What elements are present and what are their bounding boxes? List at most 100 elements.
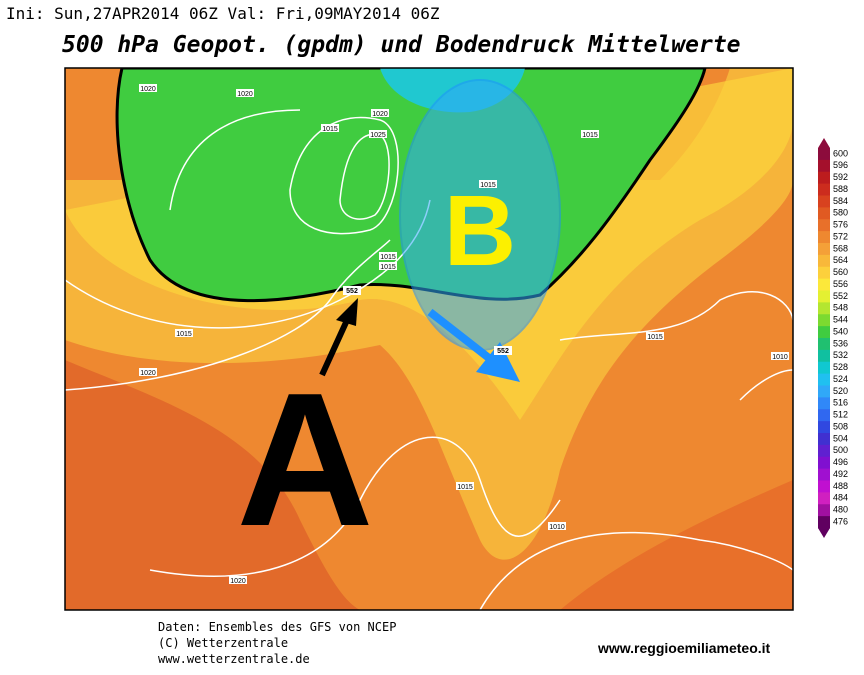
isobar-label: 1020 <box>140 86 156 93</box>
colorbar-label: 528 <box>833 362 848 372</box>
isobar-label-bg <box>379 252 397 260</box>
arrow-head <box>476 342 520 382</box>
colorbar-label: 580 <box>833 208 848 218</box>
colorbar-cell <box>818 231 830 244</box>
colorbar-cell <box>818 207 830 220</box>
footer-line: www.wetterzentrale.de <box>158 652 310 666</box>
isobar-label: 1015 <box>647 334 663 341</box>
isobar-label-bg <box>548 522 566 530</box>
colorbar-cell <box>818 148 830 161</box>
colorbar-cell <box>818 373 830 386</box>
colorbar-label: 568 <box>833 243 848 253</box>
isobar-label-bg <box>139 368 157 376</box>
isobar-label: 1015 <box>380 254 396 261</box>
arrow <box>427 308 497 366</box>
footer-line: Daten: Ensembles des GFS von NCEP <box>158 620 396 634</box>
isobar-label: 1015 <box>582 132 598 139</box>
colorbar-label: 548 <box>833 303 848 313</box>
map-frame <box>64 67 794 611</box>
isobar-label-bg <box>139 84 157 92</box>
isobar-label-bg <box>379 262 397 270</box>
isobar-label: 1010 <box>549 524 565 531</box>
colorbar-label: 588 <box>833 184 848 194</box>
colorbar-cap <box>818 138 830 148</box>
isobar-label-bg <box>321 124 339 132</box>
colorbar-cell <box>818 433 830 446</box>
isobar-label: 1020 <box>140 370 156 377</box>
colorbar-label: 572 <box>833 231 848 241</box>
contour-label: 552 <box>346 288 358 295</box>
isobar-label: 1020 <box>372 111 388 118</box>
colorbar-cell <box>818 171 830 185</box>
isobar-label-bg <box>236 89 254 97</box>
colorbar-label: 496 <box>833 457 848 467</box>
isobar-label-bg <box>581 130 599 138</box>
colorbar-cell <box>818 349 830 363</box>
isobar-label: 1015 <box>176 331 192 338</box>
colorbar-cell <box>818 266 830 280</box>
colorbar-label: 536 <box>833 338 848 348</box>
isobar-label: 1015 <box>380 264 396 271</box>
colorbar-label: 552 <box>833 291 848 301</box>
isobar-label: 1020 <box>230 578 246 585</box>
colorbar-label: 492 <box>833 469 848 479</box>
colorbar-cell <box>818 278 830 291</box>
map: B A 1020 1020 1020 1025 1015 1015 1015 1015 1015… <box>65 68 793 610</box>
colorbar-label: 560 <box>833 267 848 277</box>
init-line: Ini: Sun,27APR2014 06Z Val: Fri,09MAY201… <box>6 4 440 23</box>
colorbar-label: 564 <box>833 255 848 265</box>
colorbar-cell <box>818 183 830 196</box>
website: www.reggioemiliameteo.it <box>597 640 771 656</box>
colorbar-label: 532 <box>833 350 848 360</box>
high-letter: A <box>236 354 373 566</box>
colorbar-label: 504 <box>833 433 848 443</box>
colorbar-cell <box>818 254 830 268</box>
colorbar-cell <box>818 314 830 327</box>
isobar-label-bg <box>771 352 789 360</box>
colorbar-label: 596 <box>833 160 848 170</box>
isobar-label-bg <box>229 576 247 584</box>
colorbar-label: 508 <box>833 421 848 431</box>
contour-label: 552 <box>497 348 509 355</box>
isobar-label: 1015 <box>457 484 473 491</box>
colorbar-cell <box>818 421 830 434</box>
colorbar-cap <box>818 528 830 538</box>
colorbar-cell <box>818 326 830 339</box>
colorbar-label: 584 <box>833 196 848 206</box>
isobar-label-bg <box>646 332 664 340</box>
colorbar-label: 516 <box>833 398 848 408</box>
colorbar-cell <box>818 290 830 303</box>
colorbar-cell <box>818 219 830 232</box>
colorbar-cell <box>818 480 830 493</box>
colorbar-label: 524 <box>833 374 848 384</box>
isobar-label-bg <box>371 109 389 117</box>
colorbar-cell <box>818 302 830 315</box>
colorbar-label: 576 <box>833 220 848 230</box>
colorbar-label: 500 <box>833 445 848 455</box>
colorbar-label: 544 <box>833 315 848 325</box>
isobar-label: 1020 <box>237 91 253 98</box>
colorbar-cell <box>818 397 830 410</box>
colorbar-cell <box>818 338 830 351</box>
colorbar-cell <box>818 385 830 398</box>
isobar-label-bg <box>369 130 387 138</box>
arrow <box>319 316 351 377</box>
isobar-label-bg <box>479 180 497 188</box>
colorbar-label: 480 <box>833 505 848 515</box>
colorbar-cell <box>818 409 830 422</box>
colorbar-cell <box>818 195 830 208</box>
contour-label-bg <box>343 286 361 295</box>
colorbar-label: 592 <box>833 172 848 182</box>
isobar-label: 1010 <box>772 354 788 361</box>
warm-zone <box>65 360 360 610</box>
isobar-label-bg <box>456 482 474 490</box>
footer-line: (C) Wetterzentrale <box>158 636 288 650</box>
colorbar-cell <box>818 456 830 470</box>
title: 500 hPa Geopot. (gpdm) und Bodendruck Mi… <box>62 32 741 58</box>
colorbar-label: 512 <box>833 410 848 420</box>
isobar-label: 1025 <box>370 132 386 139</box>
isobar-label: 1015 <box>480 182 496 189</box>
colorbar-cell <box>818 516 830 529</box>
colorbar-cell <box>818 159 830 173</box>
